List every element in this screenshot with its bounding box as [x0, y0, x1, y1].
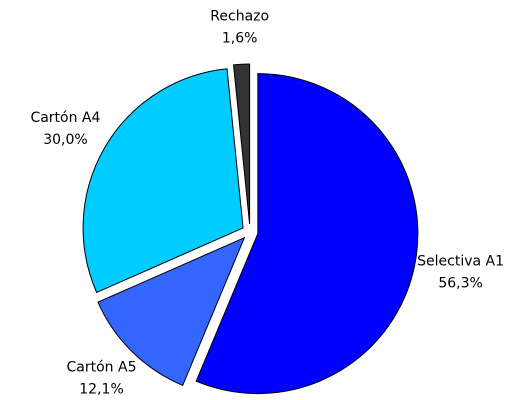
- slice-label: Cartón A5: [67, 359, 137, 375]
- slice-label: Rechazo: [210, 8, 269, 24]
- slice-value-label: 30,0%: [43, 132, 87, 148]
- pie-slice: [195, 73, 419, 395]
- slice-value-label: 12,1%: [79, 381, 123, 397]
- slice-label: Cartón A4: [30, 110, 100, 126]
- slice-label: Selectiva A1: [417, 253, 504, 269]
- pie-slice: [232, 63, 251, 225]
- slice-value-label: 1,6%: [222, 30, 258, 46]
- pie-slice: [82, 68, 244, 294]
- slice-value-label: 56,3%: [438, 275, 482, 291]
- pie-slice: [97, 236, 246, 386]
